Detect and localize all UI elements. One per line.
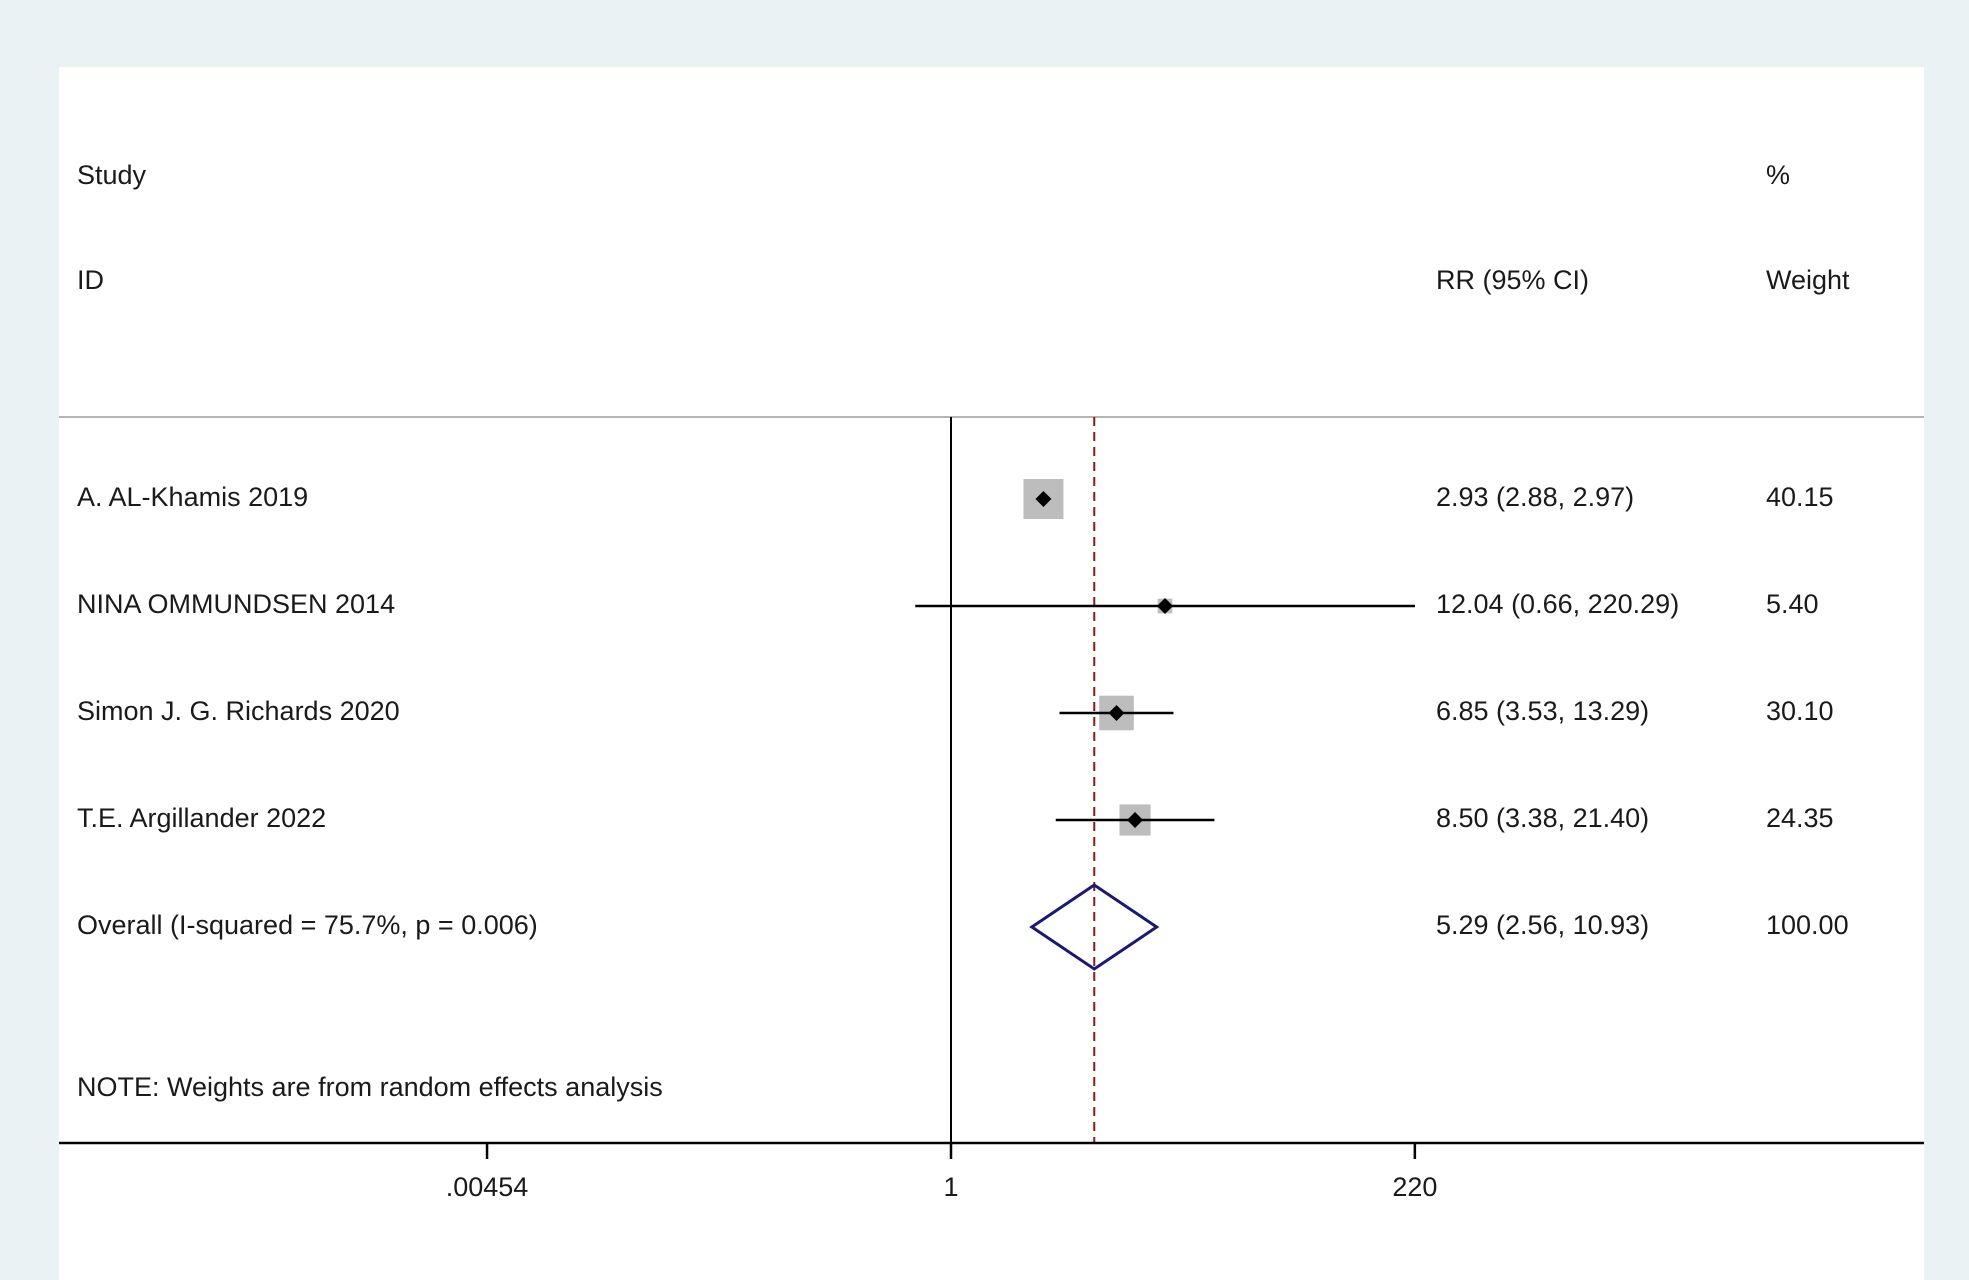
header-weight: Weight: [1766, 265, 1850, 295]
plot-frame: Study ID RR (95% CI)% Weight A. AL-Khamis 20…: [59, 67, 1924, 1280]
study-rr-text: 6.85 (3.53, 13.29): [1436, 696, 1649, 726]
point-estimate: [1127, 812, 1144, 828]
overall-label: Overall (I-squared = 75.7%, p = 0.006): [77, 910, 538, 940]
study-label: NINA OMMUNDSEN 2014: [77, 589, 395, 619]
point-estimate: [1108, 705, 1125, 721]
study-weight-text: 30.10: [1766, 696, 1834, 726]
study-weight-text: 5.40: [1766, 589, 1819, 619]
header-study: Study: [77, 160, 147, 190]
study-rr-text: 8.50 (3.38, 21.40): [1436, 803, 1649, 833]
header-weight-percent: %: [1766, 160, 1790, 190]
footnote: NOTE: Weights are from random effects an…: [77, 1072, 663, 1102]
x-tick-label: 220: [1392, 1172, 1437, 1202]
study-rr-text: 12.04 (0.66, 220.29): [1436, 589, 1679, 619]
header-id: ID: [77, 265, 104, 295]
overall-weight-text: 100.00: [1766, 910, 1849, 940]
study-label: A. AL-Khamis 2019: [77, 482, 308, 512]
study-weight-text: 40.15: [1766, 482, 1834, 512]
overall-rr-text: 5.29 (2.56, 10.93): [1436, 910, 1649, 940]
x-tick-label: .00454: [446, 1172, 529, 1202]
overall-diamond: [1029, 883, 1160, 971]
study-label: T.E. Argillander 2022: [77, 803, 326, 833]
x-tick-label: 1: [943, 1172, 958, 1202]
forest-plot: Study ID RR (95% CI)% Weight A. AL-Khamis 20…: [59, 160, 1924, 1202]
study-rr-text: 2.93 (2.88, 2.97): [1436, 482, 1634, 512]
study-label: Simon J. G. Richards 2020: [77, 696, 400, 726]
point-estimate: [1035, 491, 1052, 507]
point-estimate: [1156, 598, 1173, 614]
study-weight-text: 24.35: [1766, 803, 1834, 833]
header-effect: RR (95% CI): [1436, 265, 1589, 295]
